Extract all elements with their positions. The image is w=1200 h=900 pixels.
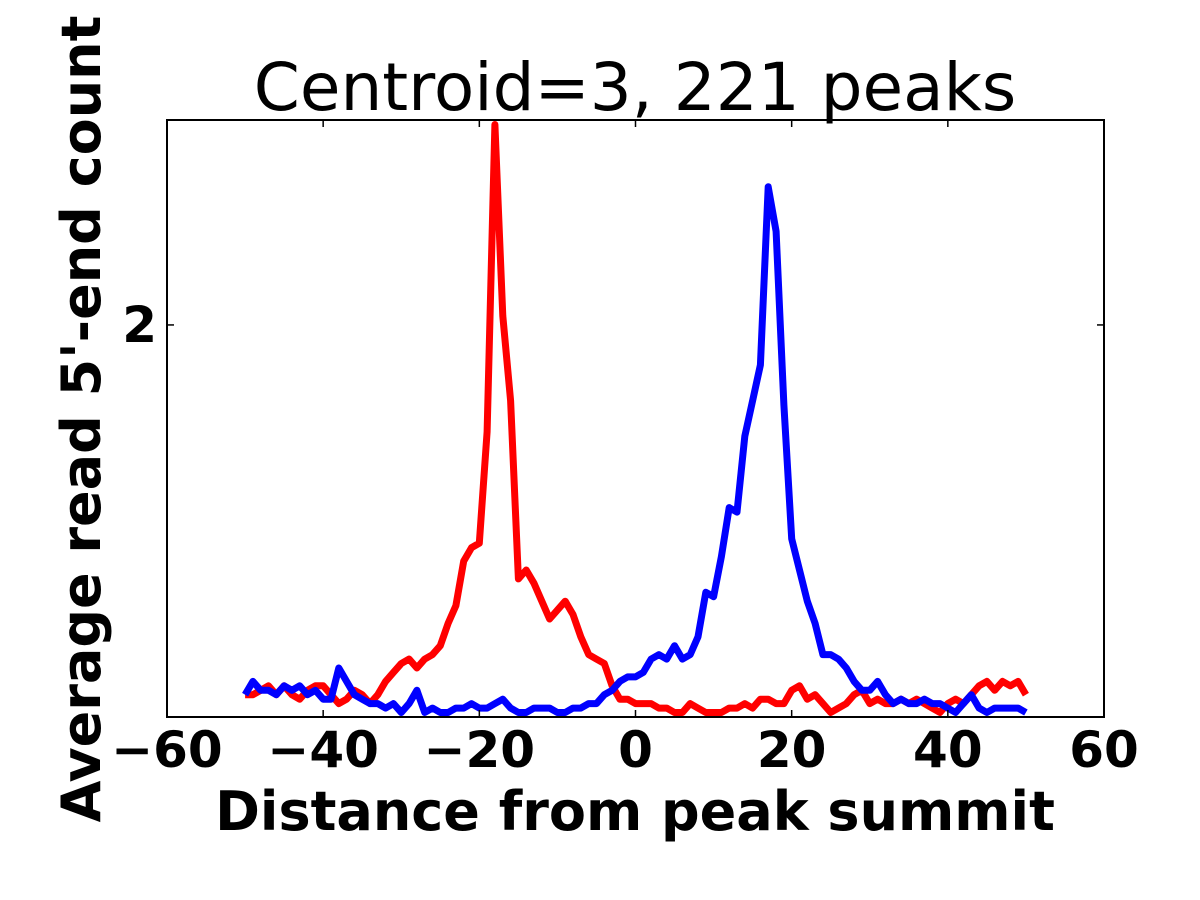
plot-frame <box>166 119 1105 718</box>
chart-title: Centroid=3, 221 peaks <box>254 49 1016 126</box>
x-tick-label: −40 <box>267 721 378 779</box>
x-tick-label: −60 <box>111 721 222 779</box>
x-tick-label: 60 <box>1069 721 1139 779</box>
x-tick-label: −20 <box>424 721 535 779</box>
y-axis-label: Average read 5'-end count <box>50 16 113 823</box>
series-line-1 <box>245 121 1029 716</box>
x-tick-label: 0 <box>618 721 653 779</box>
x-tick-label: 40 <box>913 721 983 779</box>
series-line-2 <box>242 183 1028 716</box>
x-tick-label: 20 <box>757 721 827 779</box>
x-axis-label: Distance from peak summit <box>215 780 1055 843</box>
tick-layer: −60 −40 −20 0 20 40 60 2 <box>111 120 1139 779</box>
y-tick-label: 2 <box>122 296 157 354</box>
series-layer <box>242 121 1029 716</box>
